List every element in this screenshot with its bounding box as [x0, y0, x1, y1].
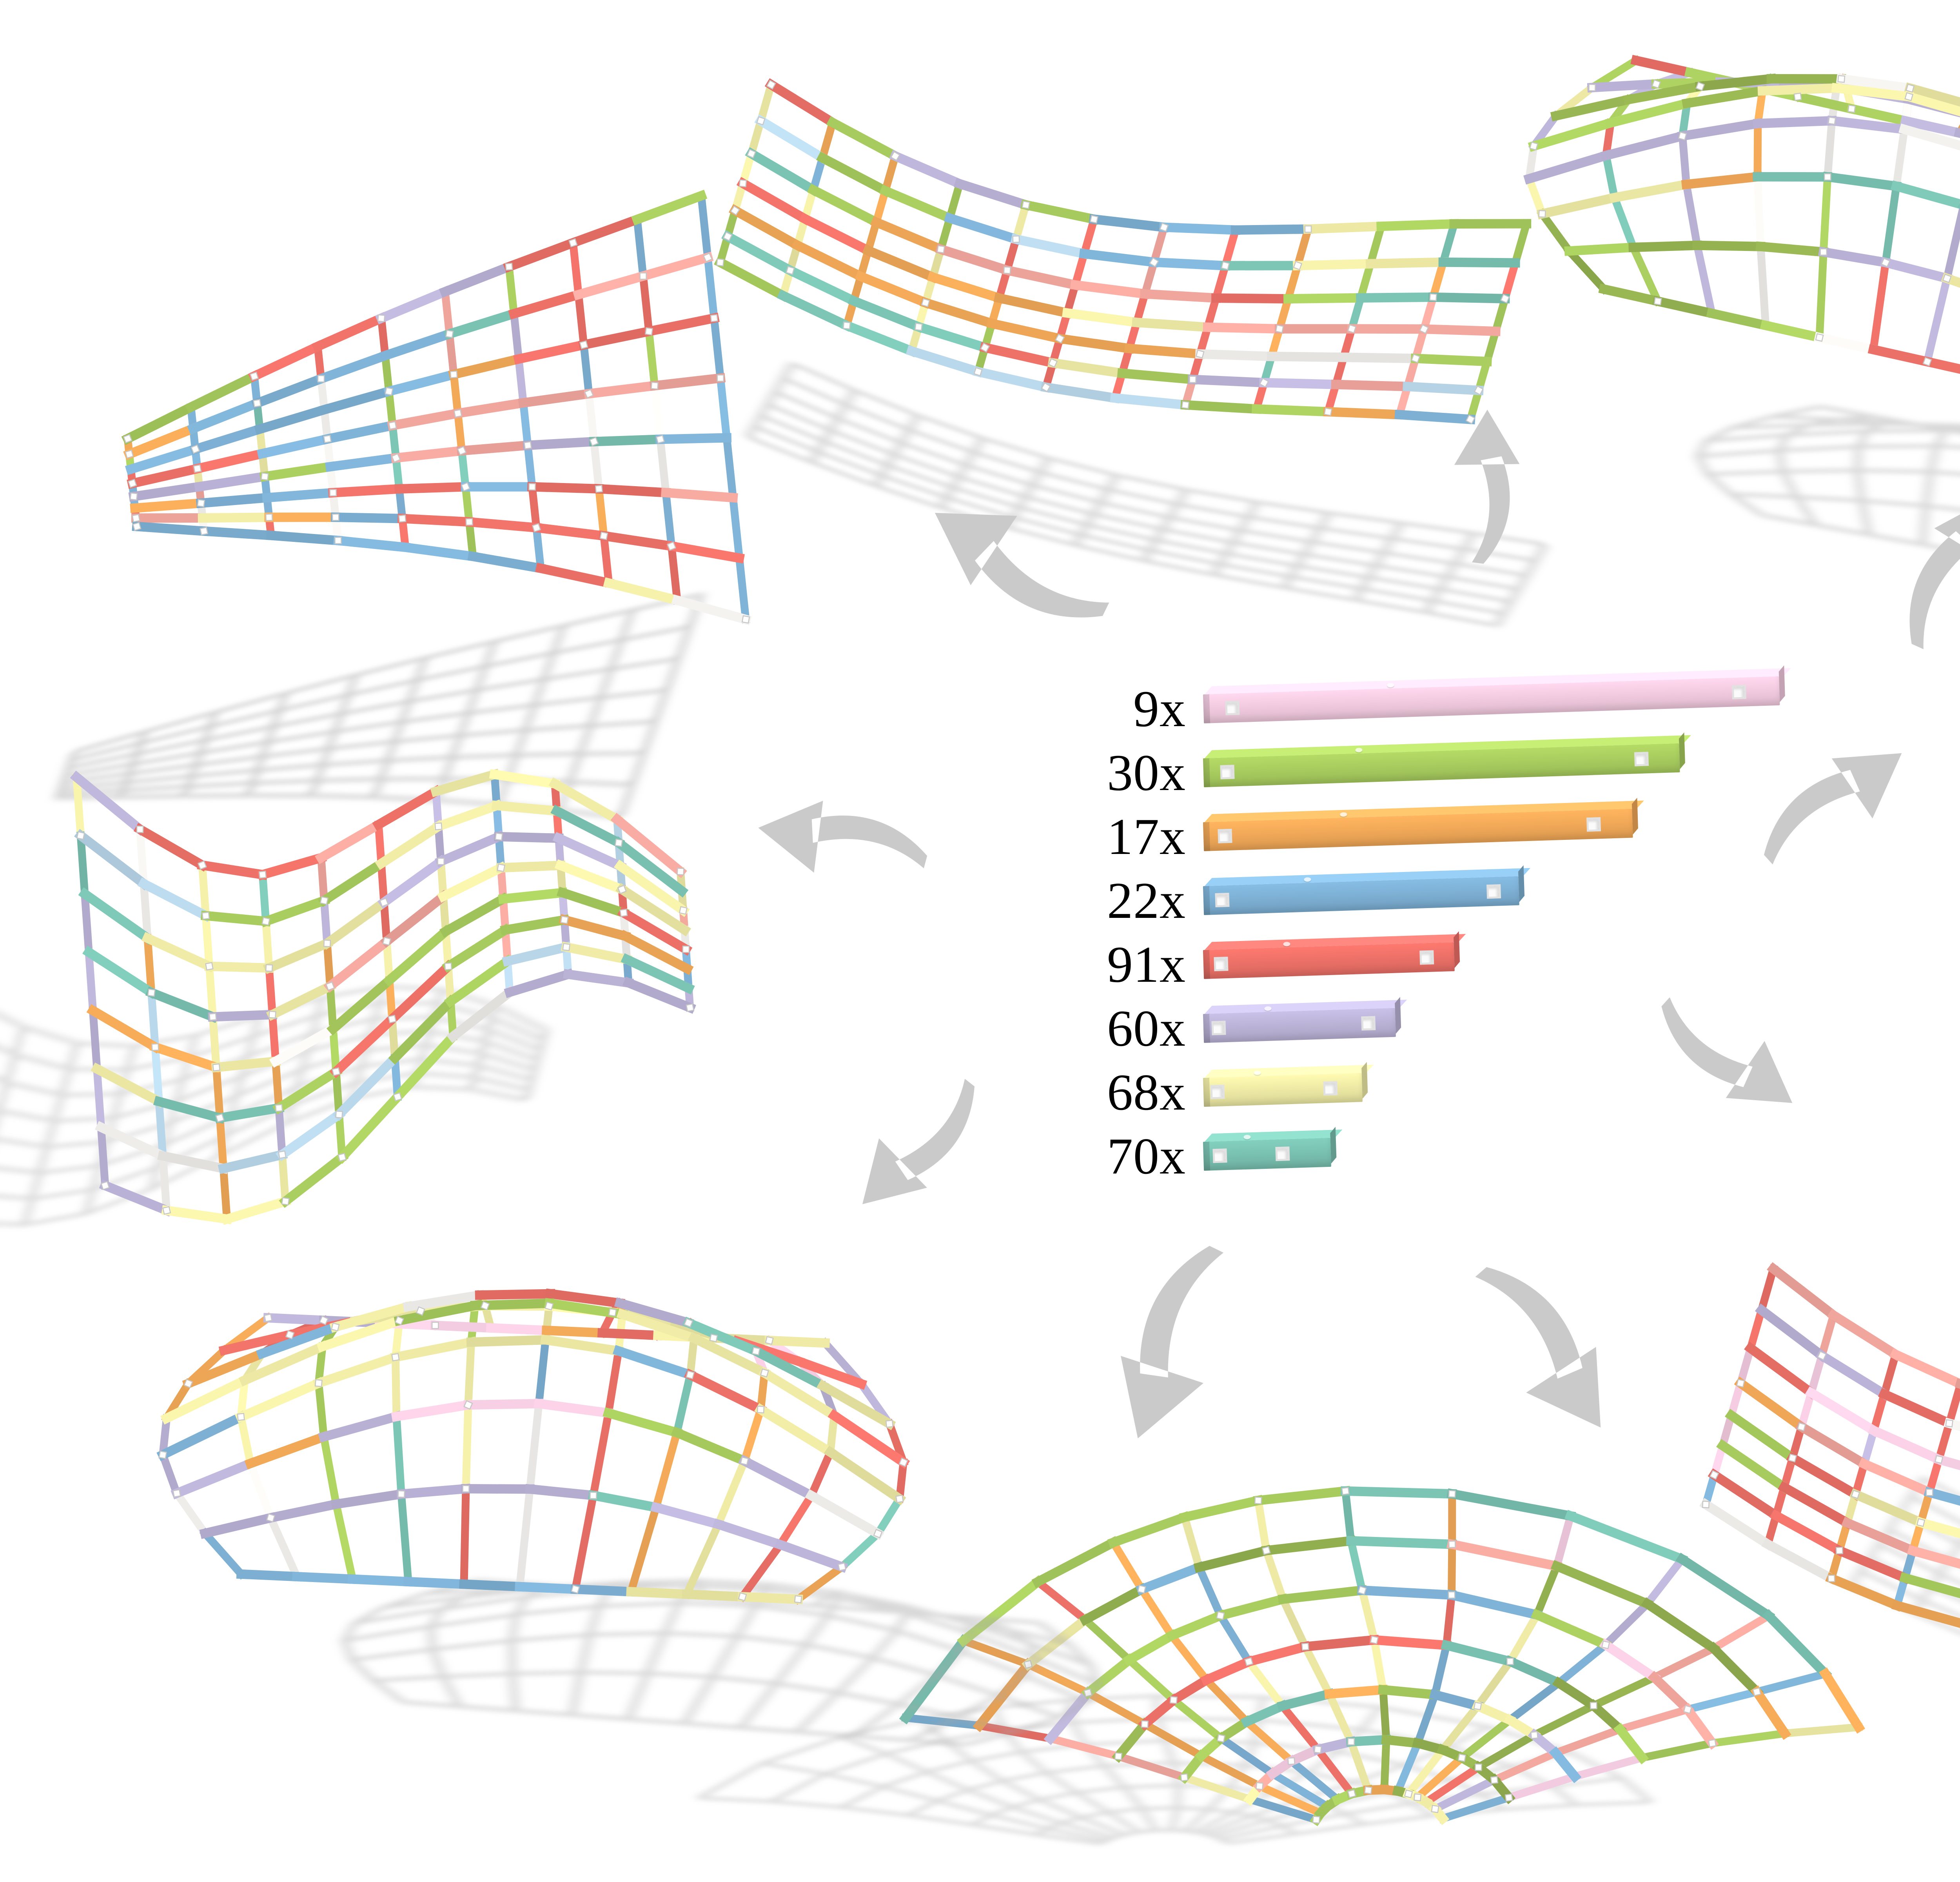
top-left-fan-shadow: [54, 592, 705, 819]
structure-right-lower-wave: [1699, 1262, 1960, 1641]
structure-bottom-funnel: [899, 1486, 1866, 1826]
structure-top-right-shell: [1523, 54, 1960, 380]
top-center-wave-shadow: [744, 362, 1549, 627]
arrow-to-right-upper: [1764, 753, 1902, 865]
arrow-to-bottom: [1121, 1246, 1224, 1439]
structure-top-left-fan: [121, 189, 752, 625]
arrow-to-right-lower: [1475, 1267, 1601, 1428]
arrow-to-left-lower: [862, 1079, 975, 1204]
structure-left-mid-saddle: [70, 768, 696, 1225]
structure-top-center-wave: [714, 78, 1532, 425]
structure-left-lower-dome: [156, 1288, 910, 1605]
arrow-to-top-center: [1454, 409, 1520, 564]
top-right-shell-shadow: [1694, 405, 1960, 615]
arrow-to-left-mid: [758, 801, 927, 873]
arrow-to-top-left: [935, 512, 1109, 618]
arrow-to-right-collar: [1661, 997, 1793, 1103]
